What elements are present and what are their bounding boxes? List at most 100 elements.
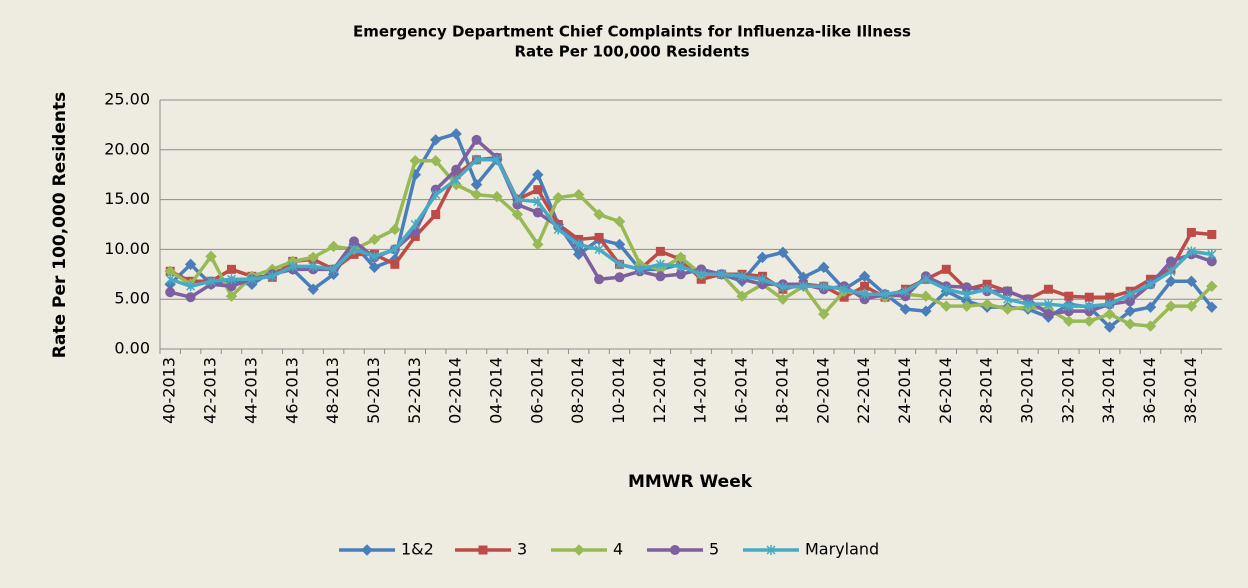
y-tick-label: 5.00 <box>114 289 150 308</box>
x-tick-label: 38-2014 <box>1181 357 1200 424</box>
data-point <box>226 274 237 285</box>
legend-marker <box>361 544 373 556</box>
data-point <box>533 185 543 195</box>
x-tick-label: 06-2014 <box>527 357 546 424</box>
x-tick-label: 28-2014 <box>977 357 996 424</box>
data-point <box>920 290 932 302</box>
data-point <box>655 246 665 256</box>
data-point <box>880 289 890 300</box>
x-tick-label: 12-2014 <box>650 357 669 424</box>
data-point <box>409 155 421 167</box>
x-tick-label: 32-2014 <box>1058 357 1077 424</box>
data-point <box>247 274 257 285</box>
data-point <box>349 244 359 255</box>
data-point <box>839 284 849 295</box>
data-point <box>1207 229 1217 239</box>
data-point <box>676 261 686 272</box>
data-point <box>390 244 400 255</box>
data-point <box>757 274 768 285</box>
data-point <box>962 289 972 300</box>
data-point <box>1165 256 1176 267</box>
x-tick-label: 36-2014 <box>1140 357 1159 424</box>
legend-marker <box>766 545 776 555</box>
data-point <box>614 259 625 270</box>
data-point <box>389 223 401 236</box>
data-point <box>1165 300 1177 312</box>
data-point <box>777 246 789 259</box>
data-point <box>1186 246 1196 257</box>
data-point <box>553 224 563 235</box>
data-point <box>492 154 502 165</box>
series-line <box>169 158 1213 308</box>
x-tick-label: 08-2014 <box>568 357 587 424</box>
data-point <box>594 274 605 285</box>
legend-marker <box>573 544 585 556</box>
data-point <box>717 269 727 280</box>
data-point <box>613 215 626 228</box>
y-tick-label: 15.00 <box>104 189 150 208</box>
data-point <box>860 289 870 300</box>
x-tick-label: 16-2014 <box>732 357 751 424</box>
data-point <box>369 251 379 262</box>
data-point <box>471 134 482 145</box>
legend-label: Maryland <box>805 540 879 559</box>
data-point <box>186 281 196 292</box>
data-point <box>899 303 912 315</box>
data-point <box>737 271 747 282</box>
x-tick-label: 40-2013 <box>160 357 179 424</box>
data-point <box>533 196 543 207</box>
data-point <box>226 264 236 274</box>
data-point <box>532 207 543 218</box>
data-point <box>185 292 196 303</box>
data-point <box>778 282 788 293</box>
data-point <box>1043 299 1053 310</box>
data-point <box>1084 301 1094 312</box>
data-point <box>430 134 442 146</box>
x-tick-label: 10-2014 <box>609 357 628 424</box>
y-axis-label: Rate Per 100,000 Residents <box>50 92 70 358</box>
data-point <box>858 270 871 282</box>
data-point <box>1206 280 1218 292</box>
data-point <box>655 271 666 282</box>
data-point <box>1144 320 1157 332</box>
data-point <box>756 251 769 264</box>
data-point <box>307 283 319 295</box>
data-point <box>941 284 951 295</box>
x-tick-label: 48-2013 <box>323 357 342 424</box>
data-point <box>655 259 665 270</box>
chart-title: Emergency Department Chief Complaints fo… <box>353 23 911 41</box>
data-point <box>512 194 522 205</box>
data-point <box>205 250 217 263</box>
x-tick-label: 04-2014 <box>486 357 505 424</box>
data-point <box>1043 309 1054 320</box>
data-point <box>1084 292 1094 302</box>
data-point <box>165 287 176 298</box>
data-point <box>430 155 442 167</box>
data-point <box>594 232 604 242</box>
data-point <box>613 238 626 251</box>
data-point <box>288 261 298 272</box>
data-point <box>981 298 993 310</box>
x-tick-label: 18-2014 <box>772 357 791 424</box>
data-point <box>308 261 318 272</box>
data-point <box>451 164 462 175</box>
x-tick-label: 02-2014 <box>446 357 465 424</box>
data-point <box>511 208 524 221</box>
data-point <box>818 308 830 320</box>
data-point <box>1064 291 1074 301</box>
chart-subtitle: Rate Per 100,000 Residents <box>514 43 749 61</box>
data-point <box>1083 315 1095 327</box>
x-tick-label: 46-2013 <box>282 357 301 424</box>
data-point <box>1207 249 1217 260</box>
data-point <box>368 233 381 246</box>
data-point <box>593 208 605 221</box>
data-point <box>1003 294 1013 305</box>
x-tick-label: 30-2014 <box>1017 357 1036 424</box>
data-point <box>1124 318 1136 330</box>
data-point <box>900 286 910 297</box>
data-point <box>1165 275 1177 287</box>
x-tick-label: 52-2013 <box>405 357 424 424</box>
data-point <box>165 274 175 285</box>
data-point <box>940 300 952 312</box>
